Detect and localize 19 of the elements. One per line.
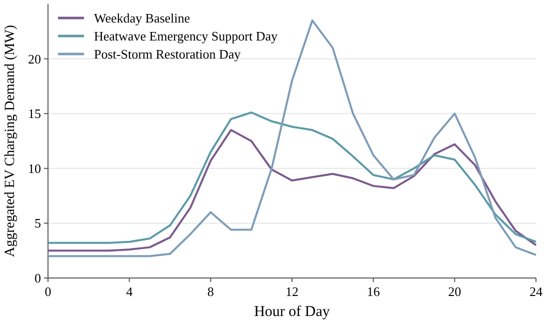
y-axis-title: Aggregated EV Charging Demand (MW) <box>3 24 18 257</box>
y-tick-label: 0 <box>34 270 41 286</box>
x-axis-title: Hour of Day <box>254 304 330 320</box>
y-tick-label: 15 <box>28 106 41 122</box>
x-tick-label: 16 <box>366 284 380 299</box>
y-tick-label: 5 <box>34 216 41 231</box>
x-tick-label: 0 <box>44 284 52 299</box>
y-tick-label: 20 <box>28 51 41 66</box>
legend-label: Weekday Baseline <box>94 10 190 26</box>
x-tick-label: 24 <box>530 284 543 299</box>
x-tick-label: 20 <box>448 284 462 299</box>
x-tick-label: 12 <box>286 284 298 299</box>
x-tick-label: 4 <box>126 284 134 299</box>
y-tick-label: 10 <box>28 160 41 176</box>
legend-label: Post-Storm Restoration Day <box>94 46 242 62</box>
line-series <box>47 112 537 244</box>
legend-label: Heatwave Emergency Support Day <box>94 28 278 44</box>
line-series <box>47 129 537 252</box>
x-tick-label: 8 <box>207 284 214 299</box>
